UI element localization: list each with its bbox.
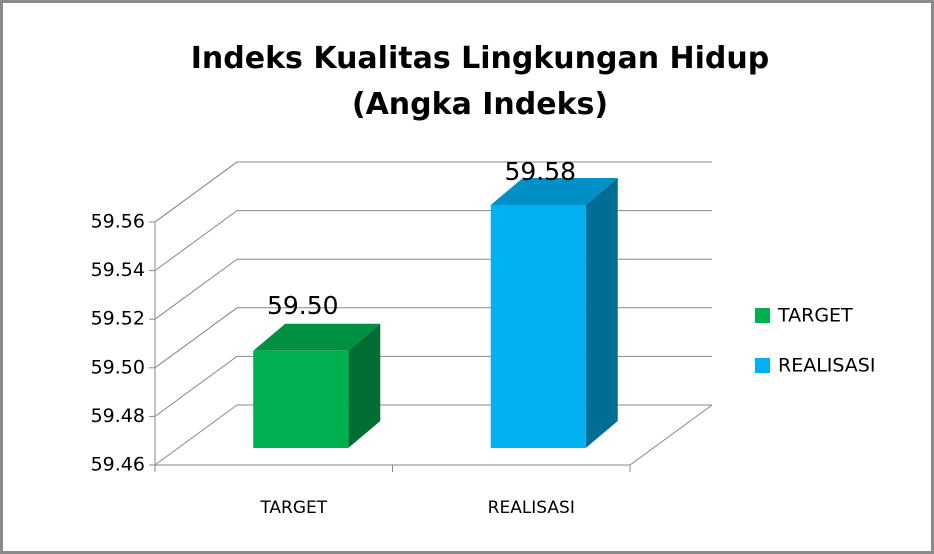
bar-side	[585, 178, 618, 448]
bar-side	[348, 323, 381, 448]
bar	[490, 205, 586, 448]
grid-line	[154, 307, 712, 369]
y-tick-label: 59.46	[91, 454, 145, 476]
bar	[253, 350, 349, 448]
legend-swatch	[755, 308, 770, 323]
x-tick-label: REALISASI	[488, 498, 575, 518]
y-tick-label: 59.54	[91, 259, 145, 281]
data-label: 59.50	[267, 291, 339, 320]
legend-label: TARGET	[777, 305, 853, 327]
y-tick-label: 59.52	[91, 308, 145, 330]
legend-swatch	[755, 358, 770, 373]
y-tick-label: 59.48	[91, 405, 145, 427]
chart-title: Indeks Kualitas Lingkungan Hidup (Angka …	[190, 41, 770, 122]
grid-line	[154, 404, 712, 466]
bar-top	[253, 323, 381, 351]
y-tick-label: 59.50	[91, 356, 145, 378]
x-tick-label: TARGET	[259, 498, 327, 518]
floor-side	[629, 404, 713, 466]
legend-label: REALISASI	[778, 355, 875, 377]
y-tick-label: 59.56	[91, 211, 145, 233]
data-label: 59.58	[504, 157, 576, 186]
grid-line	[154, 161, 712, 223]
bar-top	[490, 178, 618, 205]
grid-line	[154, 355, 712, 417]
grid-line	[154, 210, 712, 272]
grid-line	[154, 258, 712, 320]
